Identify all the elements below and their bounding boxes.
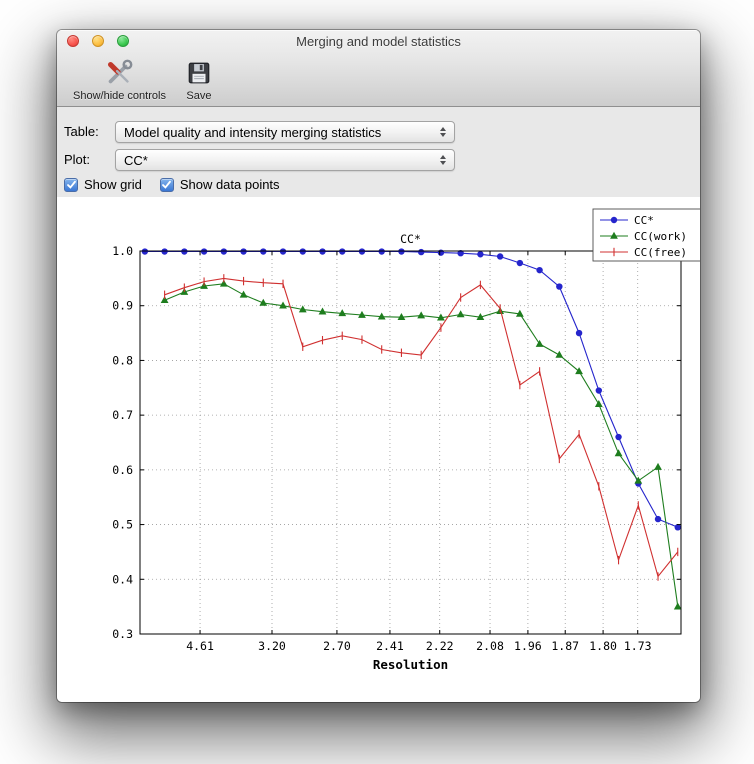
window-chrome: Merging and model statistics Show/hide c…	[57, 30, 700, 107]
checkbox-row: Show grid Show data points	[64, 177, 298, 192]
plot-panel: 0.3 0.4 0.5 0.6 0.7 0.8 0.9 1.0 4.61 3.20 2.70 2.41…	[57, 197, 700, 702]
toolbar: Show/hide controls Save	[63, 54, 222, 104]
plot-select-value: CC*	[124, 152, 148, 168]
save-button[interactable]: Save	[176, 55, 222, 104]
save-icon	[186, 57, 212, 89]
traffic-lights	[67, 35, 142, 47]
titlebar[interactable]: Merging and model statistics	[57, 30, 700, 52]
svg-text:CC*: CC*	[400, 232, 421, 246]
table-label: Table:	[64, 124, 99, 139]
tools-icon	[104, 57, 134, 89]
svg-text:Resolution: Resolution	[373, 657, 448, 672]
svg-text:0.9: 0.9	[112, 299, 133, 313]
plot-label: Plot:	[64, 152, 91, 167]
svg-text:CC*: CC*	[634, 214, 654, 227]
show-grid-label: Show grid	[84, 177, 142, 192]
show-hide-controls-button[interactable]: Show/hide controls	[63, 55, 176, 104]
save-label: Save	[186, 90, 212, 102]
app-window: Merging and model statistics Show/hide c…	[57, 30, 700, 702]
table-select-value: Model quality and intensity merging stat…	[124, 124, 382, 140]
svg-text:0.5: 0.5	[112, 518, 133, 532]
svg-text:0.7: 0.7	[112, 408, 133, 422]
window-title: Merging and model statistics	[296, 34, 461, 49]
svg-text:2.08: 2.08	[476, 639, 504, 653]
show-hide-controls-label: Show/hide controls	[73, 90, 166, 102]
popup-arrows-icon	[435, 127, 450, 137]
show-data-points-label: Show data points	[179, 177, 280, 192]
svg-text:1.73: 1.73	[624, 639, 652, 653]
svg-text:0.6: 0.6	[112, 463, 133, 477]
svg-text:1.0: 1.0	[112, 244, 133, 258]
svg-text:1.96: 1.96	[514, 639, 542, 653]
svg-text:2.22: 2.22	[426, 639, 454, 653]
close-button[interactable]	[67, 35, 79, 47]
svg-text:CC(free): CC(free)	[634, 246, 687, 259]
check-icon	[66, 180, 76, 189]
svg-text:2.70: 2.70	[323, 639, 351, 653]
controls-panel: Table: Model quality and intensity mergi…	[57, 107, 700, 197]
zoom-button[interactable]	[117, 35, 129, 47]
show-data-points-checkbox[interactable]	[159, 177, 174, 192]
svg-text:CC(work): CC(work)	[634, 230, 687, 243]
svg-text:1.80: 1.80	[589, 639, 617, 653]
check-icon	[162, 180, 172, 189]
svg-text:0.8: 0.8	[112, 353, 133, 367]
statistics-chart: 0.3 0.4 0.5 0.6 0.7 0.8 0.9 1.0 4.61 3.20 2.70 2.41…	[112, 208, 700, 672]
minimize-button[interactable]	[92, 35, 104, 47]
show-grid-checkbox[interactable]	[64, 177, 78, 192]
svg-text:0.4: 0.4	[112, 572, 133, 586]
svg-text:3.20: 3.20	[258, 639, 286, 653]
svg-text:1.87: 1.87	[551, 639, 579, 653]
popup-arrows-icon	[435, 155, 450, 165]
table-select[interactable]: Model quality and intensity merging stat…	[115, 121, 455, 143]
plot-select[interactable]: CC*	[115, 149, 455, 171]
svg-text:2.41: 2.41	[376, 639, 404, 653]
svg-text:4.61: 4.61	[186, 639, 214, 653]
svg-text:0.3: 0.3	[112, 627, 133, 641]
